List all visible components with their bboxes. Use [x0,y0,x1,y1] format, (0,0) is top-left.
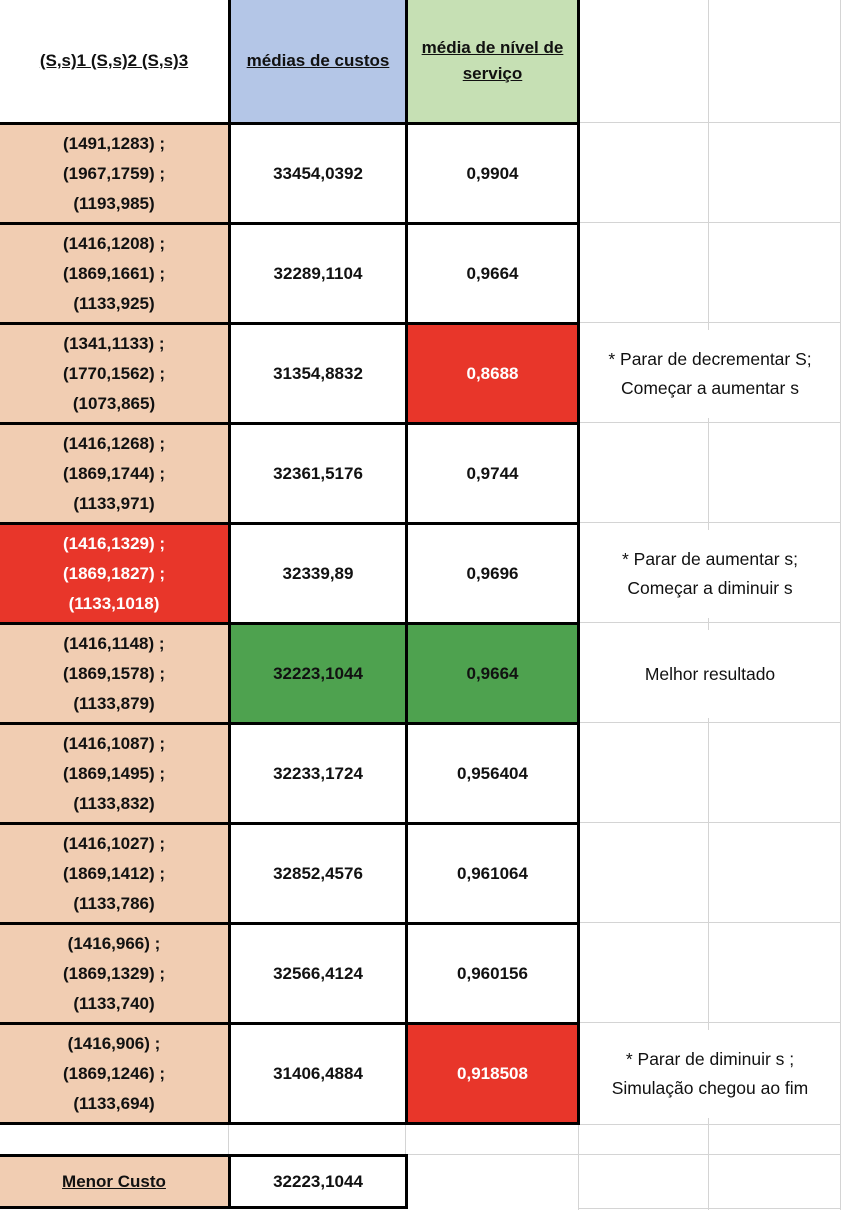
header-service-level-mean[interactable]: média de nível de serviço [405,0,580,125]
row-6-service[interactable]: 0,9664 [405,622,580,725]
gridline [228,1124,229,1154]
row-5-cost[interactable]: 32339,89 [228,522,408,625]
row-3-cost[interactable]: 31354,8832 [228,322,408,425]
gridline [578,522,841,523]
gridline [578,322,841,323]
gridline [578,1022,841,1023]
gridline [578,922,841,923]
row-1-service[interactable]: 0,9904 [405,122,580,225]
row-3-note[interactable]: * Parar de decrementar S; Começar a aume… [580,330,840,418]
row-10-note[interactable]: * Parar de diminuir s ; Simulação chegou… [580,1030,840,1118]
gridline [578,222,841,223]
gridline [578,1154,841,1155]
gridline [578,1124,841,1125]
header-cost-mean[interactable]: médias de custos [228,0,408,125]
row-5-service[interactable]: 0,9696 [405,522,580,625]
gridline [405,1124,406,1154]
row-7-cost[interactable]: 32233,1724 [228,722,408,825]
summary-label[interactable]: Menor Custo [0,1154,231,1209]
row-1-cost[interactable]: 33454,0392 [228,122,408,225]
gridline [578,822,841,823]
row-3-params[interactable]: (1341,1133) ; (1770,1562) ; (1073,865) [0,322,231,425]
row-8-params[interactable]: (1416,1027) ; (1869,1412) ; (1133,786) [0,822,231,925]
row-5-note[interactable]: * Parar de aumentar s; Começar a diminui… [580,530,840,618]
row-4-service[interactable]: 0,9744 [405,422,580,525]
row-6-params[interactable]: (1416,1148) ; (1869,1578) ; (1133,879) [0,622,231,725]
row-1-params[interactable]: (1491,1283) ; (1967,1759) ; (1193,985) [0,122,231,225]
row-5-params[interactable]: (1416,1329) ; (1869,1827) ; (1133,1018) [0,522,231,625]
row-7-service[interactable]: 0,956404 [405,722,580,825]
gridline [578,622,841,623]
row-2-params[interactable]: (1416,1208) ; (1869,1661) ; (1133,925) [0,222,231,325]
row-9-service[interactable]: 0,960156 [405,922,580,1025]
row-10-cost[interactable]: 31406,4884 [228,1022,408,1125]
row-7-params[interactable]: (1416,1087) ; (1869,1495) ; (1133,832) [0,722,231,825]
row-2-cost[interactable]: 32289,1104 [228,222,408,325]
row-9-params[interactable]: (1416,966) ; (1869,1329) ; (1133,740) [0,922,231,1025]
row-10-params[interactable]: (1416,906) ; (1869,1246) ; (1133,694) [0,1022,231,1125]
summary-label-text: Menor Custo [62,1171,166,1191]
row-9-cost[interactable]: 32566,4124 [228,922,408,1025]
row-8-service[interactable]: 0,961064 [405,822,580,925]
row-4-params[interactable]: (1416,1268) ; (1869,1744) ; (1133,971) [0,422,231,525]
row-6-cost[interactable]: 32223,1044 [228,622,408,725]
gridline [578,1208,841,1209]
row-8-cost[interactable]: 32852,4576 [228,822,408,925]
row-3-service[interactable]: 0,8688 [405,322,580,425]
gridline [578,122,841,123]
gridline [578,722,841,723]
row-6-note[interactable]: Melhor resultado [580,630,840,718]
summary-value[interactable]: 32223,1044 [228,1154,408,1209]
gridline [578,422,841,423]
row-4-cost[interactable]: 32361,5176 [228,422,408,525]
row-10-service[interactable]: 0,918508 [405,1022,580,1125]
header-params[interactable]: (S,s)1 (S,s)2 (S,s)3 [0,0,231,125]
row-2-service[interactable]: 0,9664 [405,222,580,325]
